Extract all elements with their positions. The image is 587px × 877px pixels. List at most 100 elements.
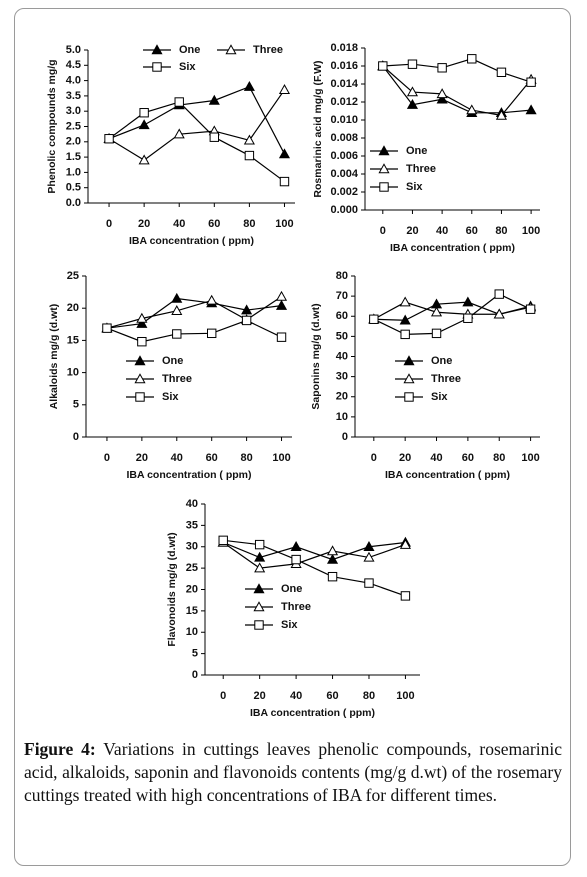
y-tick-label: 1.5 (66, 151, 81, 163)
y-tick-label: 0 (73, 431, 79, 443)
marker (326, 545, 339, 556)
legend-label: Six (162, 391, 179, 403)
x-tick-label: 60 (208, 218, 220, 230)
marker (437, 63, 447, 73)
series-line (382, 58, 532, 83)
figure-charts: 0.0 0.5 1.0 1.5 2.0 2.5 3.0 3.5 4.0 4.5 5.0 0 20 40 60… (46, 42, 541, 719)
legend-label: One (281, 583, 302, 595)
marker (467, 54, 477, 64)
y-tick-label: 25 (67, 270, 79, 282)
y-tick-label: 10 (186, 626, 198, 638)
legend-marker (134, 355, 146, 366)
y-tick-label: 0.018 (330, 42, 358, 54)
y-tick-label: 0.016 (330, 60, 358, 72)
x-tick-label: 40 (290, 690, 302, 702)
marker (436, 88, 448, 99)
marker (138, 154, 150, 165)
marker (466, 104, 478, 115)
series-line (373, 301, 531, 320)
marker (243, 80, 255, 91)
y-tick-label: 20 (336, 391, 348, 403)
x-tick-label: 60 (326, 690, 338, 702)
marker (495, 109, 507, 120)
marker (493, 308, 505, 319)
y-tick-label: 20 (186, 583, 198, 595)
x-axis-label: IBA concentration ( ppm) (390, 242, 515, 254)
marker (406, 86, 419, 97)
marker (139, 108, 149, 118)
marker (136, 312, 148, 323)
y-tick-label: 25 (186, 562, 198, 574)
x-tick-label: 0 (106, 218, 112, 230)
marker (407, 59, 418, 69)
marker (430, 306, 443, 317)
marker (462, 296, 474, 307)
series-line (373, 301, 531, 321)
marker (326, 553, 339, 564)
legend-label: One (179, 44, 200, 56)
y-tick-label: 70 (336, 290, 348, 302)
y-tick-label: 15 (67, 334, 79, 346)
y-tick-label: 20 (67, 302, 79, 314)
marker (400, 329, 410, 340)
y-tick-label: 80 (336, 270, 348, 282)
marker (291, 554, 301, 565)
y-tick-label: 0.012 (330, 96, 358, 108)
y-tick-label: 0.008 (330, 132, 358, 144)
marker (399, 314, 411, 325)
caption-text: Variations in cuttings leaves phenolic c… (24, 739, 562, 805)
x-tick-label: 100 (521, 452, 539, 464)
y-tick-label: 35 (186, 519, 198, 531)
x-tick-label: 20 (138, 218, 150, 230)
marker (254, 551, 266, 562)
marker (208, 94, 220, 105)
legend-marker (253, 601, 265, 612)
y-tick-label: 5 (192, 648, 198, 660)
x-axis-label: IBA concentration ( ppm) (385, 469, 510, 481)
series-line (222, 541, 406, 569)
marker (241, 304, 253, 315)
marker (378, 61, 388, 71)
legend-marker (225, 44, 237, 55)
marker (254, 539, 265, 550)
x-axis-label: IBA concentration ( ppm) (129, 235, 254, 247)
marker (137, 336, 147, 347)
marker (171, 292, 183, 303)
marker (526, 77, 536, 87)
y-tick-label: 0.0 (66, 197, 81, 209)
legend-marker (151, 44, 163, 55)
series-line (382, 65, 532, 114)
y-tick-label: 3.0 (66, 105, 81, 117)
legend-marker (378, 163, 390, 174)
marker (209, 132, 220, 142)
marker (218, 535, 228, 546)
legend-label: Six (179, 61, 196, 73)
y-tick-label: 0.010 (330, 114, 358, 126)
marker (276, 332, 287, 342)
x-tick-label: 40 (436, 225, 448, 237)
marker (104, 134, 114, 144)
marker (400, 591, 411, 601)
legend-marker (403, 355, 415, 366)
marker (174, 97, 184, 107)
x-tick-label: 0 (371, 452, 377, 464)
marker (275, 299, 288, 310)
x-tick-label: 20 (399, 452, 411, 464)
caption: Figure 4: Variations in cuttings leaves … (24, 738, 562, 807)
legend-label: Three (162, 373, 192, 385)
y-tick-label: 0.5 (66, 182, 81, 194)
y-tick-label: 50 (336, 330, 348, 342)
series-line (106, 319, 282, 343)
marker (241, 315, 252, 326)
x-tick-label: 60 (462, 452, 474, 464)
marker (399, 296, 411, 307)
series-line (108, 85, 286, 155)
marker (173, 128, 185, 139)
series-line (106, 297, 282, 329)
y-axis-label: Flavonoids mg/g (d.wt) (166, 532, 178, 646)
y-tick-label: 10 (336, 411, 348, 423)
marker (275, 290, 288, 301)
marker (369, 314, 379, 324)
marker (290, 541, 302, 551)
y-tick-label: 0 (342, 431, 348, 443)
